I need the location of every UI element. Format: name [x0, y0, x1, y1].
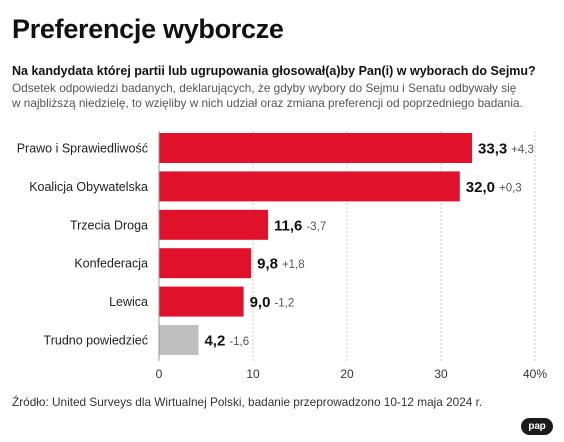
- pap-logo: pap: [521, 418, 553, 435]
- description-line-2: w najbliższą niedzielę, to wzięliby w ni…: [12, 96, 523, 110]
- change-label: +0,3: [499, 182, 522, 194]
- category-label: Prawo i Sprawiedliwość: [17, 142, 148, 156]
- category-label: Trzecia Droga: [70, 218, 148, 232]
- value-label: 9,0: [250, 294, 271, 311]
- change-label: -3,7: [306, 221, 326, 233]
- bar: [159, 248, 252, 279]
- bar: [159, 209, 269, 240]
- category-label: Koalicja Obywatelska: [29, 180, 148, 194]
- bar: [159, 286, 244, 317]
- value-label: 4,2: [204, 333, 225, 350]
- category-label: Trudno powiedzieć: [44, 334, 148, 348]
- x-tick-label: 10: [246, 367, 260, 381]
- description-line-1: Odsetek odpowiedzi badanych, deklarujący…: [12, 81, 517, 95]
- x-tick-label: 30: [434, 367, 448, 381]
- change-label: +4,3: [511, 144, 534, 156]
- x-tick-label: 0: [156, 367, 163, 381]
- value-label: 33,3: [478, 141, 507, 158]
- change-label: +1,8: [282, 259, 305, 271]
- source-note: Źródło: United Surveys dla Wirtualnej Po…: [12, 395, 483, 409]
- value-label: 32,0: [466, 179, 495, 196]
- value-label: 9,8: [257, 256, 278, 273]
- page-title: Preferencje wyborcze: [12, 14, 284, 44]
- x-tick-label: 20: [340, 367, 354, 381]
- chart-question: Na kandydata której partii lub ugrupowan…: [12, 64, 536, 78]
- change-label: -1,2: [274, 298, 294, 310]
- bar: [159, 325, 199, 355]
- chart-description: Odsetek odpowiedzi badanych, deklarujący…: [12, 81, 557, 111]
- category-label: Konfederacja: [74, 257, 148, 271]
- bar: [159, 133, 473, 163]
- category-label: Lewica: [109, 295, 148, 309]
- bar: [159, 171, 460, 202]
- value-label: 11,6: [274, 217, 302, 234]
- change-label: -1,6: [229, 336, 249, 348]
- x-tick-label: 40%: [523, 367, 547, 381]
